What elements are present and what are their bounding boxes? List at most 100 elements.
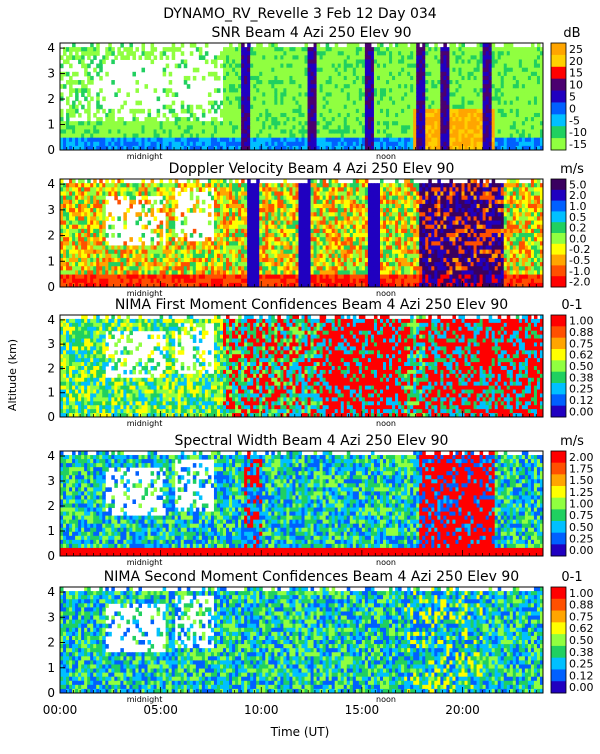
colorbar-swatch (551, 509, 566, 521)
colorbar-swatch (551, 179, 566, 190)
colorbar-swatch (551, 646, 566, 658)
y-tick-label: 0 (47, 143, 55, 157)
colorbar-swatch (551, 55, 566, 67)
x-tick-label: 20:00 (445, 703, 480, 717)
local-time-marker: noon (376, 419, 396, 428)
colorbar-swatch (551, 349, 566, 361)
y-tick-label: 1 (47, 118, 55, 132)
x-axis-label: Time (UT) (270, 725, 330, 739)
colorbar-swatch (551, 233, 566, 244)
colorbar-swatch (551, 126, 566, 138)
colorbar-swatch (551, 43, 566, 55)
local-time-marker: noon (376, 152, 396, 161)
heatmap-texture (60, 43, 544, 151)
colorbar-label: 0.00 (569, 405, 594, 418)
panel-conf2: NIMA Second Moment Confidences Beam 4 Az… (47, 569, 593, 704)
units-label: m/s (560, 162, 584, 177)
panel-width: Spectral Width Beam 4 Azi 250 Elev 90 m/s… (47, 433, 593, 567)
units-label: dB (563, 26, 580, 41)
y-tick-label: 3 (47, 67, 55, 81)
colorbar-swatch (551, 681, 566, 693)
colorbar-swatch (551, 406, 566, 418)
panel-title: Spectral Width Beam 4 Azi 250 Elev 90 (175, 433, 449, 449)
colorbar-swatch (551, 315, 566, 327)
colorbar-swatch (551, 244, 566, 255)
local-time-marker: midnight (127, 419, 163, 428)
y-tick-label: 4 (47, 585, 55, 599)
colorbar-swatch (551, 544, 566, 556)
y-tick-label: 3 (47, 474, 55, 488)
colorbar-swatch (551, 669, 566, 681)
colorbar-swatch (551, 658, 566, 670)
colorbar-swatch (551, 138, 566, 150)
colorbar-label: -15 (569, 138, 587, 151)
colorbar-swatch (551, 498, 566, 510)
y-tick-label: 0 (47, 686, 55, 700)
y-tick-label: 1 (47, 524, 55, 538)
y-tick-label: 0 (47, 410, 55, 424)
colorbar-swatch (551, 451, 566, 463)
colorbar-swatch (551, 486, 566, 498)
colorbar-label: -2.0 (569, 276, 590, 289)
colorbar-swatch (551, 326, 566, 338)
y-tick-label: 3 (47, 203, 55, 217)
colorbar-swatch (551, 599, 566, 611)
y-tick-label: 3 (47, 337, 55, 351)
y-tick-label: 4 (47, 41, 55, 55)
colorbar-swatch (551, 201, 566, 212)
colorbar-swatch (551, 474, 566, 486)
y-tick-label: 2 (47, 92, 55, 106)
y-tick-label: 2 (47, 499, 55, 513)
colorbar-swatch (551, 91, 566, 103)
heatmap-texture (60, 451, 544, 557)
colorbar-swatch (551, 521, 566, 533)
x-tick-label: 10:00 (244, 703, 279, 717)
colorbar-swatch (551, 276, 566, 287)
colorbar-swatch (551, 394, 566, 406)
units-label: m/s (560, 434, 584, 449)
colorbar-swatch (551, 360, 566, 372)
y-tick-label: 4 (47, 449, 55, 463)
colorbar-swatch (551, 114, 566, 126)
colorbar-swatch (551, 587, 566, 599)
colorbar-swatch (551, 211, 566, 222)
y-tick-label: 0 (47, 549, 55, 563)
colorbar-swatch (551, 79, 566, 91)
panel-title: NIMA First Moment Confidences Beam 4 Azi… (115, 297, 508, 313)
x-tick-label: 05:00 (143, 703, 178, 717)
colorbar-label: 0.00 (569, 681, 594, 694)
y-tick-label: 3 (47, 610, 55, 624)
y-axis-label: Altitude (km) (6, 339, 19, 411)
colorbar-swatch (551, 372, 566, 384)
panel-title: Doppler Velocity Beam 4 Azi 250 Elev 90 (169, 161, 455, 177)
panel-doppler: Doppler Velocity Beam 4 Azi 250 Elev 90 m… (47, 161, 590, 298)
colorbar: 1.000.880.750.620.500.380.250.120.00 (551, 587, 594, 694)
y-tick-label: 1 (47, 254, 55, 268)
y-tick-label: 4 (47, 177, 55, 191)
figure-title: DYNAMO_RV_Revelle 3 Feb 12 Day 034 (163, 6, 436, 22)
colorbar-swatch (551, 634, 566, 646)
colorbar-label: 0.00 (569, 544, 594, 557)
colorbar-swatch (551, 338, 566, 350)
x-tick-label: 00:00 (43, 703, 78, 717)
x-tick-label: 15:00 (345, 703, 380, 717)
colorbar: 2.001.751.501.251.000.750.500.250.00 (551, 451, 594, 557)
y-tick-label: 4 (47, 313, 55, 327)
local-time-marker: midnight (127, 152, 163, 161)
colorbar-swatch (551, 222, 566, 233)
colorbar: 5.02.01.00.50.20.0-0.2-0.5-1.0-2.0 (551, 178, 590, 288)
panel-snr: SNR Beam 4 Azi 250 Elev 90 dB 0 1 2 3 4 midnigh… (47, 25, 587, 161)
colorbar-swatch (551, 383, 566, 395)
colorbar-swatch (551, 622, 566, 634)
local-time-marker: midnight (127, 558, 163, 567)
y-tick-label: 1 (47, 661, 55, 675)
y-tick-label: 2 (47, 361, 55, 375)
colorbar-swatch (551, 533, 566, 545)
colorbar-swatch (551, 611, 566, 623)
colorbar-swatch (551, 67, 566, 79)
local-time-marker: noon (376, 558, 396, 567)
panel-title: SNR Beam 4 Azi 250 Elev 90 (211, 25, 411, 41)
